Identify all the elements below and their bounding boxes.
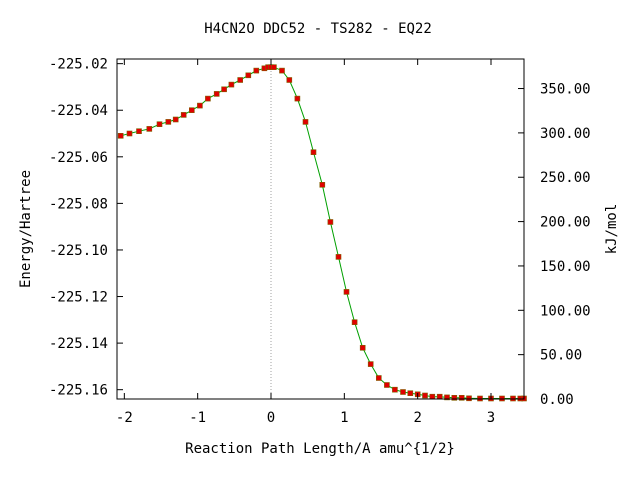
data-point — [228, 81, 235, 88]
data-point — [237, 77, 243, 83]
x-axis-label: Reaction Path Length/A amu^{1/2} — [185, 441, 455, 457]
data-point — [302, 119, 309, 125]
data-point — [146, 126, 153, 132]
data-point — [286, 77, 293, 83]
series-line — [120, 66, 524, 399]
data-point — [375, 375, 382, 381]
x-tick-label: 1 — [340, 410, 348, 426]
data-point — [335, 254, 342, 260]
data-point — [253, 67, 260, 74]
data-point — [294, 95, 301, 102]
data-point — [466, 395, 472, 402]
y-axis-ticks: -225.02 -225.04 -225.06 -225.08 -225.10 -225.… — [49, 57, 123, 399]
y-axis-label: Energy/Hartree — [18, 170, 34, 288]
data-point — [197, 102, 203, 109]
y2-tick-label: 350.00 — [540, 82, 591, 98]
data-point — [451, 394, 458, 401]
y-tick-label: -225.12 — [49, 290, 108, 306]
y2-tick-label: 150.00 — [540, 259, 591, 275]
data-point — [422, 392, 428, 399]
chart-title: H4CN2O DDC52 - TS282 - EQ22 — [204, 21, 432, 37]
y2-axis-ticks: 0.00 50.00 100.00 150.00 200.00 250.00 300.00 3… — [518, 82, 591, 408]
data-point — [271, 64, 277, 70]
data-point — [180, 112, 187, 118]
data-point — [392, 386, 398, 393]
y2-tick-label: 200.00 — [540, 215, 591, 231]
data-point — [189, 107, 195, 113]
data-point — [458, 394, 465, 401]
series-line-group — [120, 66, 524, 399]
y2-tick-label: 250.00 — [540, 170, 591, 186]
data-point — [367, 361, 374, 367]
data-point — [327, 219, 334, 225]
y-tick-label: -225.06 — [49, 150, 108, 166]
y2-tick-label: 0.00 — [540, 392, 574, 408]
data-point — [343, 289, 350, 295]
y-tick-label: -225.04 — [49, 103, 108, 119]
x-tick-label: 3 — [487, 410, 495, 426]
data-point — [400, 389, 406, 395]
x-axis-ticks: -2 -1 0 1 2 3 — [116, 59, 495, 426]
plot-area-frame — [116, 58, 525, 400]
y-tick-label: -225.02 — [49, 57, 108, 73]
data-point — [221, 86, 227, 93]
y-tick-label: -225.08 — [49, 196, 108, 212]
data-point — [407, 390, 414, 397]
y2-tick-label: 100.00 — [540, 303, 591, 319]
y-tick-label: -225.10 — [49, 243, 108, 259]
data-points-group — [117, 64, 527, 402]
y2-axis-label: kJ/mol — [604, 204, 620, 255]
y2-tick-label: 50.00 — [540, 348, 582, 364]
data-point — [117, 133, 124, 139]
data-point — [384, 382, 390, 388]
x-tick-label: 2 — [413, 410, 421, 426]
y-tick-label: -225.14 — [49, 336, 108, 352]
data-point — [310, 149, 317, 155]
data-point — [359, 344, 366, 351]
data-point — [319, 182, 326, 188]
x-tick-label: -1 — [189, 410, 206, 426]
x-tick-label: 0 — [267, 410, 275, 426]
data-point — [351, 319, 358, 326]
data-point — [213, 91, 220, 97]
data-point — [126, 130, 133, 137]
data-point — [205, 95, 211, 102]
data-point — [444, 394, 450, 401]
data-point — [245, 72, 252, 79]
data-point — [429, 393, 436, 400]
y-tick-label: -225.16 — [49, 383, 108, 399]
data-point — [136, 128, 142, 134]
data-point — [436, 393, 443, 400]
data-point — [156, 121, 163, 127]
data-point — [279, 67, 285, 74]
x-tick-label: -2 — [116, 410, 133, 426]
data-point — [165, 119, 172, 125]
y2-tick-label: 300.00 — [540, 126, 591, 142]
data-point — [172, 116, 179, 123]
